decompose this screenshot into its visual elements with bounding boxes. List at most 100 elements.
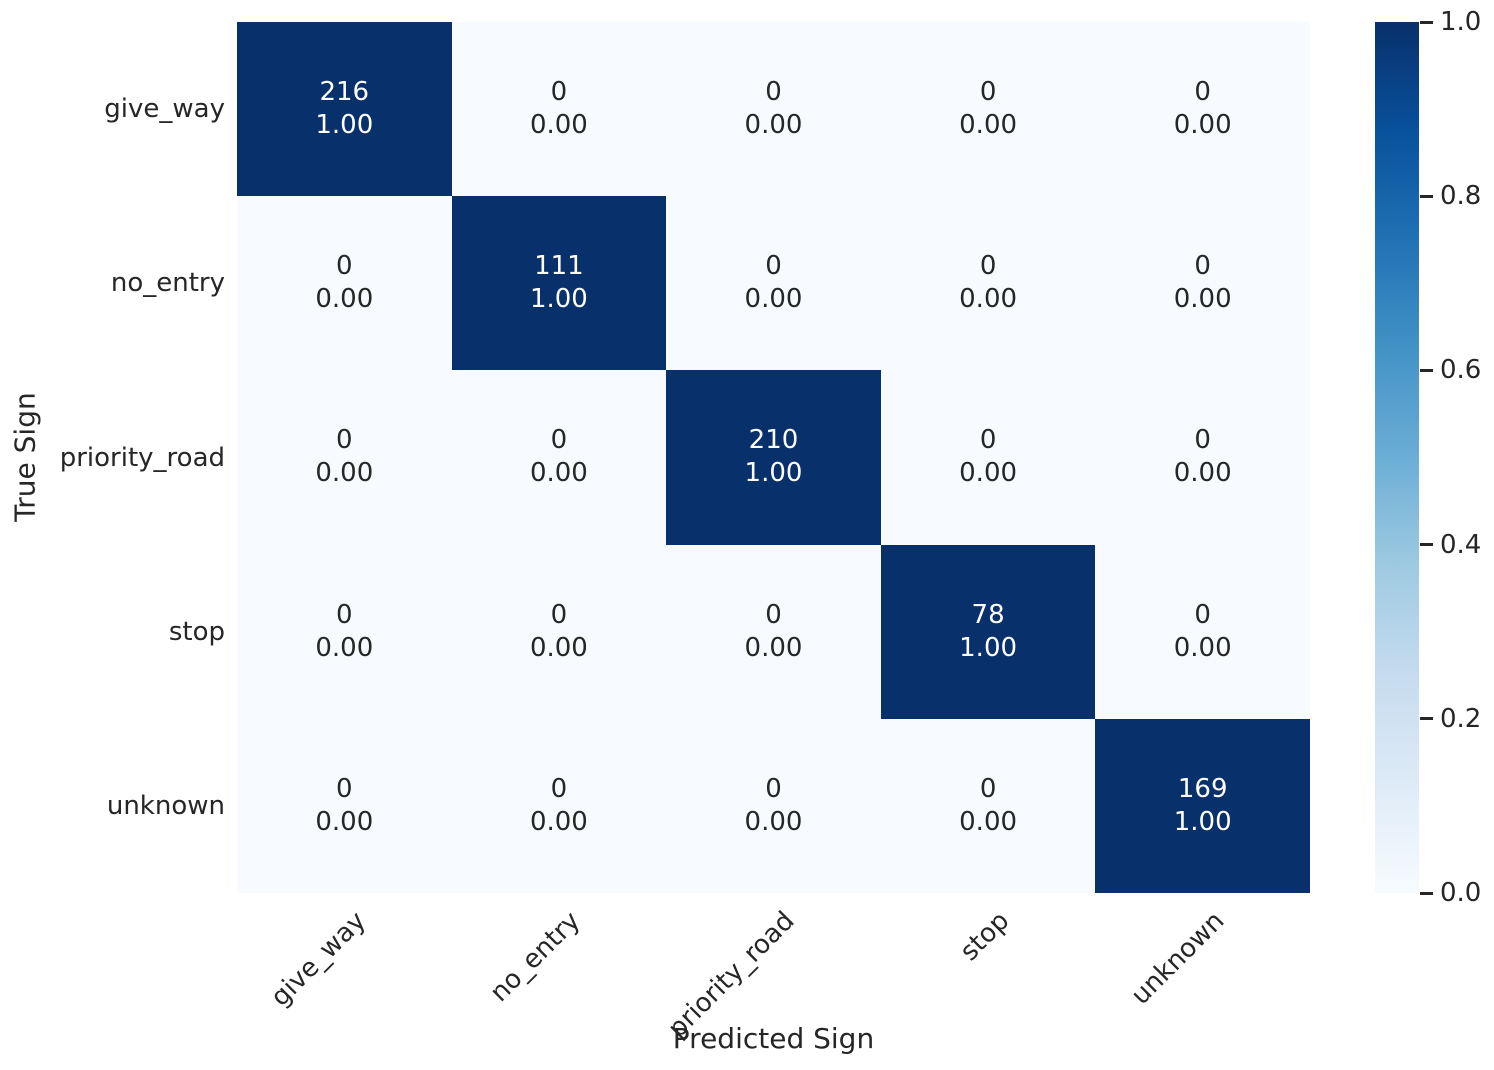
- colorbar-tick-mark: [1420, 368, 1433, 372]
- heatmap-cell-no_entry-priority_road: 0 0.00: [666, 196, 881, 371]
- cell-count: 78: [971, 599, 1005, 630]
- heatmap-cell-no_entry-no_entry: 111 1.00: [451, 196, 667, 371]
- colorbar-tick-mark: [1420, 717, 1433, 721]
- heatmap-cell-give_way-give_way: 216 1.00: [237, 22, 452, 197]
- cell-proportion: 0.00: [959, 806, 1018, 837]
- cell-proportion: 0.00: [1173, 110, 1232, 141]
- cell-proportion: 0.00: [1173, 458, 1232, 489]
- heatmap-cell-priority_road-unknown: 0 0.00: [1095, 370, 1310, 545]
- cell-count: 169: [1177, 773, 1228, 804]
- heatmap-cell-stop-give_way: 0 0.00: [237, 544, 452, 719]
- cell-count: 0: [336, 251, 353, 282]
- colorbar-tick-mark: [1420, 194, 1433, 198]
- x-axis-title: Predicted Sign: [672, 1022, 875, 1055]
- x-tick-label-stop: stop: [954, 906, 1016, 967]
- heatmap-cell-unknown-stop: 0 0.00: [880, 718, 1096, 893]
- y-tick-label-priority_road: priority_road: [59, 442, 225, 473]
- cell-proportion: 1.00: [744, 458, 803, 489]
- cell-proportion: 0.00: [744, 284, 803, 315]
- y-axis-title: True Sign: [8, 392, 42, 522]
- heatmap-plot-area: 216 1.00 0 0.00 0 0.00 0 0.00 0 0.00 0 0.00 111 1.00 0…: [237, 22, 1310, 893]
- cell-proportion: 1.00: [315, 110, 374, 141]
- cell-proportion: 0.00: [744, 632, 803, 663]
- cell-count: 0: [979, 425, 997, 456]
- y-tick-label-give_way: give_way: [104, 94, 225, 125]
- heatmap-cell-stop-stop: 78 1.00: [880, 544, 1096, 719]
- colorbar-tick-label: 0.2: [1440, 703, 1482, 734]
- cell-proportion: 0.00: [1173, 284, 1232, 315]
- heatmap-cell-no_entry-unknown: 0 0.00: [1095, 196, 1310, 371]
- colorbar-tick-label: 0.6: [1440, 355, 1482, 386]
- cell-proportion: 0.00: [315, 806, 374, 837]
- cell-proportion: 1.00: [1173, 806, 1232, 837]
- cell-proportion: 0.00: [744, 110, 803, 141]
- colorbar-tick-mark: [1420, 20, 1433, 24]
- x-tick-label-no_entry: no_entry: [484, 906, 587, 1008]
- y-tick-label-unknown: unknown: [106, 790, 225, 821]
- x-tick-label-give_way: give_way: [264, 906, 372, 1013]
- cell-proportion: 0.00: [959, 458, 1018, 489]
- cell-proportion: 0.00: [529, 110, 588, 141]
- cell-count: 0: [550, 599, 568, 630]
- heatmap-cell-priority_road-priority_road: 210 1.00: [666, 370, 881, 545]
- cell-proportion: 0.00: [529, 458, 588, 489]
- cell-count: 0: [1194, 251, 1211, 282]
- cell-count: 0: [550, 77, 568, 108]
- cell-count: 0: [336, 425, 353, 456]
- cell-count: 0: [765, 599, 782, 630]
- heatmap-cell-no_entry-give_way: 0 0.00: [237, 196, 452, 371]
- cell-count: 0: [550, 425, 568, 456]
- cell-count: 0: [1194, 599, 1211, 630]
- heatmap-cell-priority_road-give_way: 0 0.00: [237, 370, 452, 545]
- heatmap-cell-priority_road-no_entry: 0 0.00: [451, 370, 667, 545]
- cell-count: 0: [336, 599, 353, 630]
- cell-proportion: 1.00: [529, 284, 588, 315]
- cell-proportion: 0.00: [315, 632, 374, 663]
- cell-proportion: 0.00: [744, 806, 803, 837]
- cell-count: 0: [765, 77, 782, 108]
- cell-proportion: 0.00: [315, 284, 374, 315]
- heatmap-cell-priority_road-stop: 0 0.00: [880, 370, 1096, 545]
- heatmap-cell-give_way-stop: 0 0.00: [880, 22, 1096, 197]
- heatmap-cell-unknown-no_entry: 0 0.00: [451, 718, 667, 893]
- cell-count: 210: [748, 425, 799, 456]
- colorbar-tick-label: 1.0: [1440, 7, 1482, 37]
- colorbar-tick-mark: [1420, 543, 1433, 547]
- cell-proportion: 1.00: [959, 632, 1018, 663]
- colorbar-gradient: [1375, 22, 1419, 893]
- heatmap-cell-unknown-give_way: 0 0.00: [237, 718, 452, 893]
- cell-count: 0: [336, 773, 353, 804]
- heatmap-cell-give_way-no_entry: 0 0.00: [451, 22, 667, 197]
- cell-proportion: 0.00: [1173, 632, 1232, 663]
- y-tick-label-no_entry: no_entry: [110, 268, 225, 299]
- heatmap-cell-unknown-priority_road: 0 0.00: [666, 718, 881, 893]
- cell-count: 0: [979, 251, 997, 282]
- cell-count: 111: [534, 251, 584, 282]
- colorbar-tick-label: 0.4: [1440, 529, 1482, 560]
- cell-proportion: 0.00: [529, 806, 588, 837]
- cell-proportion: 0.00: [959, 284, 1018, 315]
- x-tick-label-unknown: unknown: [1125, 906, 1230, 1011]
- colorbar-tick-mark: [1420, 891, 1433, 895]
- heatmap-cell-stop-priority_road: 0 0.00: [666, 544, 881, 719]
- cell-proportion: 0.00: [315, 458, 374, 489]
- heatmap-cell-stop-unknown: 0 0.00: [1095, 544, 1310, 719]
- cell-count: 0: [1194, 425, 1211, 456]
- heatmap-cell-stop-no_entry: 0 0.00: [451, 544, 667, 719]
- cell-count: 0: [979, 773, 997, 804]
- heatmap-cell-give_way-priority_road: 0 0.00: [666, 22, 881, 197]
- colorbar-tick-label: 0.8: [1440, 181, 1482, 212]
- cell-count: 0: [550, 773, 568, 804]
- cell-proportion: 0.00: [529, 632, 588, 663]
- y-tick-label-stop: stop: [168, 616, 225, 647]
- heatmap-cell-unknown-unknown: 169 1.00: [1095, 718, 1310, 893]
- cell-proportion: 0.00: [959, 110, 1018, 141]
- cell-count: 0: [979, 77, 997, 108]
- heatmap-cell-no_entry-stop: 0 0.00: [880, 196, 1096, 371]
- cell-count: 0: [1194, 77, 1211, 108]
- colorbar: [1375, 22, 1419, 893]
- cell-count: 0: [765, 251, 782, 282]
- cell-count: 216: [319, 77, 370, 108]
- colorbar-tick-label: 0.0: [1440, 878, 1482, 908]
